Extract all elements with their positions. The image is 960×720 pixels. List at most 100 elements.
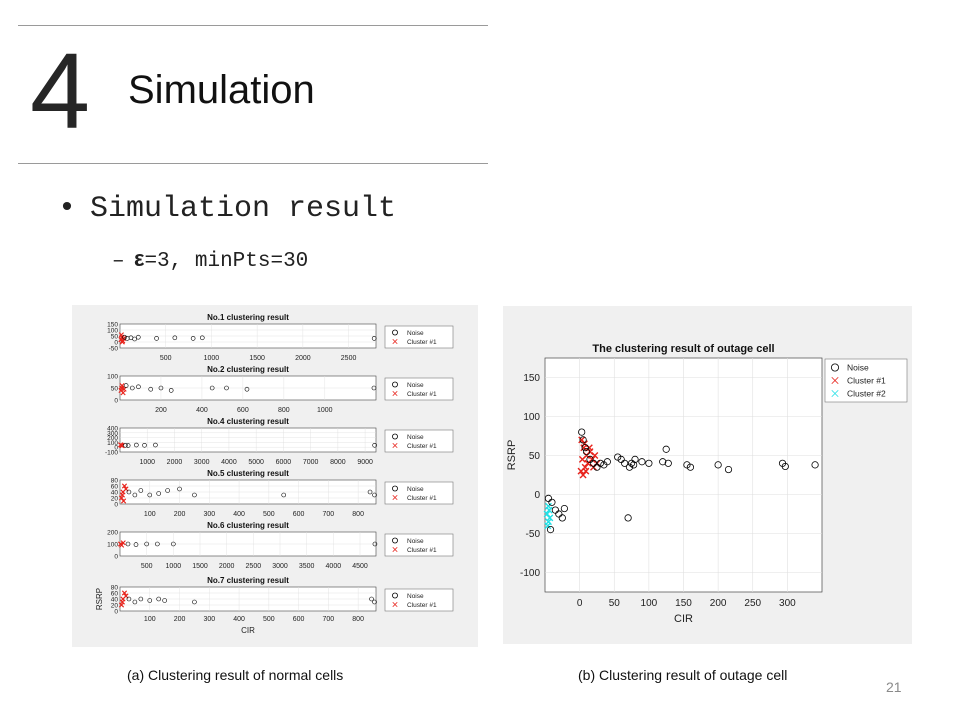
x-tick-label: 300 (779, 598, 796, 609)
x-tick-label: 3000 (194, 459, 210, 466)
data-point-noise (372, 492, 377, 498)
x-tick-label: 250 (744, 598, 761, 609)
data-point-noise (392, 537, 398, 544)
data-point-noise (596, 459, 605, 467)
x-tick-label: 7000 (303, 459, 319, 466)
x-tick-label: 1500 (192, 563, 208, 570)
bullet-text: Simulation result (90, 192, 397, 226)
data-point-noise (135, 334, 141, 340)
legend-label: Noise (407, 486, 424, 493)
x-tick-label: 800 (278, 407, 290, 414)
x-tick-label: 3500 (299, 563, 315, 570)
data-point-cluster-2 (543, 510, 551, 518)
data-point-noise (369, 596, 374, 602)
data-point-noise (558, 514, 566, 522)
y-tick-label: 50 (111, 334, 119, 341)
data-point-noise (156, 491, 161, 496)
data-point-noise (172, 335, 178, 341)
y-tick-label: 80 (111, 585, 119, 592)
bullet-item: • Simulation result (58, 192, 396, 226)
x-tick-label: 100 (144, 616, 156, 623)
data-point-cluster-1 (120, 390, 126, 396)
data-point-cluster-1 (119, 599, 125, 605)
y-tick-label: 0 (114, 554, 118, 561)
legend-label: Cluster #1 (407, 495, 437, 502)
x-tick-label: 500 (160, 355, 172, 362)
data-point-noise (392, 381, 398, 388)
subplot-2: No.2 clustering result 100 50 0 200 400 600 800… (107, 365, 454, 414)
data-point-noise (129, 385, 135, 391)
x-tick-label: 3000 (272, 563, 288, 570)
x-tick-label: 200 (155, 407, 167, 414)
plot-area (119, 427, 377, 453)
data-point-cluster-1 (118, 495, 125, 501)
x-tick-label: 800 (352, 511, 364, 518)
data-point-noise (830, 363, 840, 372)
data-point-noise (714, 461, 722, 469)
x-tick-label: 700 (323, 511, 335, 518)
data-point-noise (224, 385, 229, 391)
legend-box (384, 377, 454, 401)
legend-label: Noise (407, 593, 424, 600)
data-point-noise (638, 458, 646, 466)
data-point-cluster-1 (121, 335, 127, 341)
chart-title: The clustering result of outage cell (592, 343, 774, 355)
legend-label: Noise (407, 538, 424, 545)
x-axis-label: CIR (241, 626, 255, 635)
y-tick-label: -50 (526, 529, 541, 540)
y-tick-label: 0 (114, 340, 118, 347)
subplot-3: No.4 clustering result4003002001000-1001… (105, 417, 454, 466)
x-tick-label: 600 (293, 616, 305, 623)
x-tick-label: 500 (263, 616, 275, 623)
data-point-noise (125, 541, 131, 547)
y-tick-label: 50 (111, 386, 119, 393)
data-point-noise (134, 442, 139, 448)
data-point-cluster-2 (546, 514, 554, 522)
data-point-noise (132, 336, 137, 342)
legend-label: Noise (847, 362, 869, 372)
x-tick-label: 2000 (295, 355, 311, 362)
legend-label: Cluster #1 (847, 375, 886, 385)
x-tick-label: 400 (233, 511, 245, 518)
data-point-noise (392, 329, 398, 336)
data-point-noise (171, 541, 176, 547)
x-tick-label: 700 (323, 616, 335, 623)
y-tick-label: 0 (114, 398, 118, 405)
data-point-noise (281, 492, 287, 498)
x-tick-label: 9000 (357, 459, 373, 466)
y-tick-label: -100 (520, 568, 540, 579)
caption-b: (b) Clustering result of outage cell (578, 667, 788, 683)
data-point-noise (162, 598, 167, 603)
y-axis-label: RSRP (95, 588, 104, 610)
data-point-cluster-1 (120, 540, 126, 546)
y-tick-label: 100 (107, 440, 118, 447)
data-point-noise (192, 492, 197, 498)
slide-title: Simulation (128, 68, 315, 112)
y-tick-label: 400 (107, 426, 118, 433)
data-point-noise (724, 465, 733, 474)
x-axis-label: CIR (674, 613, 693, 625)
y-tick-label: 60 (111, 591, 119, 598)
x-tick-label: 300 (203, 616, 215, 623)
data-point-cluster-1 (118, 602, 125, 608)
legend-label: Noise (407, 382, 424, 389)
data-point-noise (126, 489, 132, 495)
data-point-noise (624, 514, 632, 522)
figure-b-chart: The clustering result of outage cell 150 1… (506, 343, 908, 625)
data-point-cluster-1 (585, 444, 593, 452)
x-tick-label: 8000 (330, 459, 346, 466)
data-point-noise (199, 335, 205, 341)
data-point-cluster-1 (121, 483, 128, 489)
x-tick-label: 2000 (167, 459, 183, 466)
y-tick-label: 80 (111, 478, 119, 485)
data-point-noise (578, 428, 586, 436)
header-rule-top (18, 25, 488, 26)
data-point-noise (579, 436, 587, 444)
data-point-noise (581, 444, 589, 452)
data-point-noise (190, 336, 196, 341)
data-point-cluster-1 (392, 546, 398, 553)
x-tick-label: 1000 (139, 459, 155, 466)
x-tick-label: 200 (174, 511, 186, 518)
subplot-title: No.6 clustering result (207, 521, 289, 530)
data-point-noise (686, 463, 695, 471)
